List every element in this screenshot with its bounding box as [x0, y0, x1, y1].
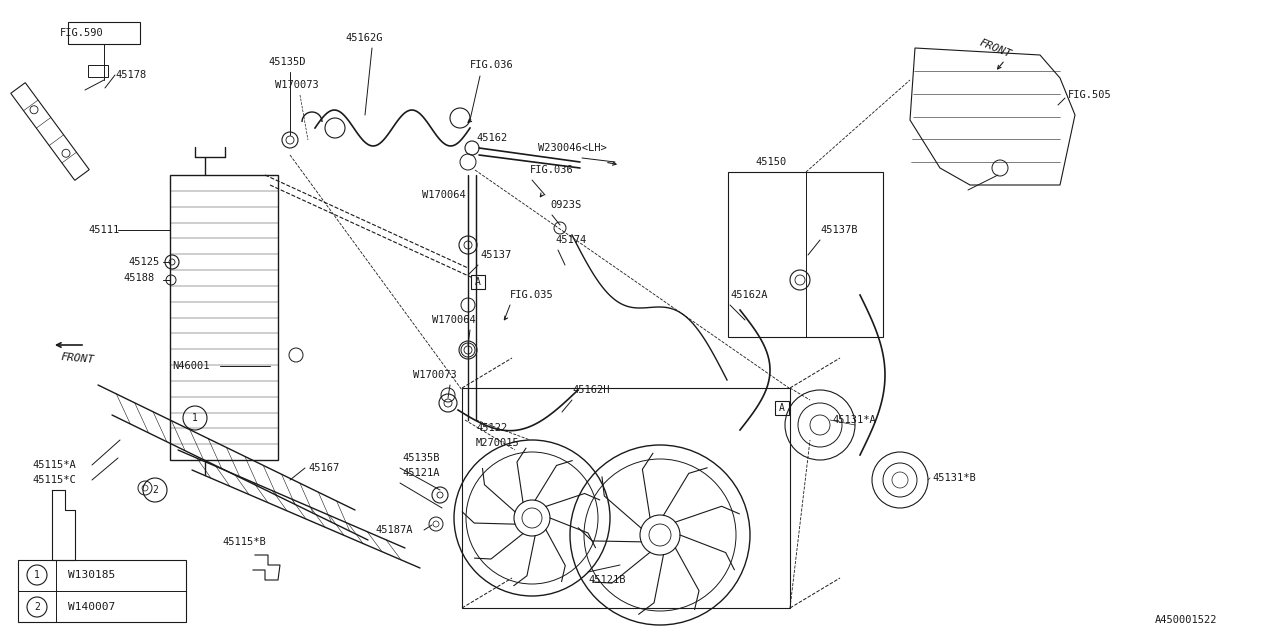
Text: W170073: W170073 [275, 80, 319, 90]
Text: 45162G: 45162G [346, 33, 383, 43]
Text: N46001: N46001 [172, 361, 210, 371]
Text: 45111: 45111 [88, 225, 119, 235]
Text: 45187A: 45187A [375, 525, 412, 535]
Text: 45137: 45137 [480, 250, 511, 260]
Text: 45162: 45162 [476, 133, 507, 143]
Text: 45115*C: 45115*C [32, 475, 76, 485]
Text: 45167: 45167 [308, 463, 339, 473]
Text: FIG.035: FIG.035 [509, 290, 554, 300]
Bar [471, 275, 485, 289]
Bar [728, 172, 883, 337]
Text: FIG.590: FIG.590 [60, 28, 104, 38]
Text: W170064: W170064 [433, 315, 476, 325]
Text: 45162H: 45162H [572, 385, 609, 395]
Bar [462, 388, 790, 608]
Bar [18, 560, 186, 622]
Text: 45122: 45122 [476, 423, 507, 433]
Text: 45121B: 45121B [588, 575, 626, 585]
Text: A450001522: A450001522 [1155, 615, 1217, 625]
Text: 2: 2 [35, 602, 40, 612]
Bar [68, 22, 140, 44]
Text: 45178: 45178 [115, 70, 146, 80]
Text: M270015: M270015 [476, 438, 520, 448]
Text: 45121A: 45121A [402, 468, 439, 478]
Text: W130185: W130185 [68, 570, 115, 580]
Text: 45150: 45150 [755, 157, 786, 167]
Text: 45174: 45174 [556, 235, 586, 245]
Text: 45125: 45125 [128, 257, 159, 267]
Text: W170064: W170064 [422, 190, 466, 200]
Text: 45135D: 45135D [268, 57, 306, 67]
Text: W140007: W140007 [68, 602, 115, 612]
Text: 1: 1 [192, 413, 198, 423]
Bar [170, 175, 278, 460]
Text: FIG.036: FIG.036 [470, 60, 513, 70]
Bar [88, 65, 108, 77]
Text: 1: 1 [35, 570, 40, 580]
Text: 45115*A: 45115*A [32, 460, 76, 470]
Text: 2: 2 [152, 485, 157, 495]
Text: 0923S: 0923S [550, 200, 581, 210]
Text: 45131*A: 45131*A [832, 415, 876, 425]
Text: W230046<LH>: W230046<LH> [538, 143, 607, 153]
Text: 45135B: 45135B [402, 453, 439, 463]
Text: FRONT: FRONT [978, 37, 1014, 60]
Text: FIG.036: FIG.036 [530, 165, 573, 175]
Text: 45162A: 45162A [730, 290, 768, 300]
Text: 45115*B: 45115*B [221, 537, 266, 547]
Bar [774, 401, 788, 415]
Text: FIG.505: FIG.505 [1068, 90, 1112, 100]
Text: 45137B: 45137B [820, 225, 858, 235]
Text: FRONT: FRONT [60, 351, 95, 364]
Text: A: A [780, 403, 785, 413]
Text: W170073: W170073 [413, 370, 457, 380]
Text: 45188: 45188 [123, 273, 155, 283]
Text: 45131*B: 45131*B [932, 473, 975, 483]
Text: A: A [475, 277, 481, 287]
